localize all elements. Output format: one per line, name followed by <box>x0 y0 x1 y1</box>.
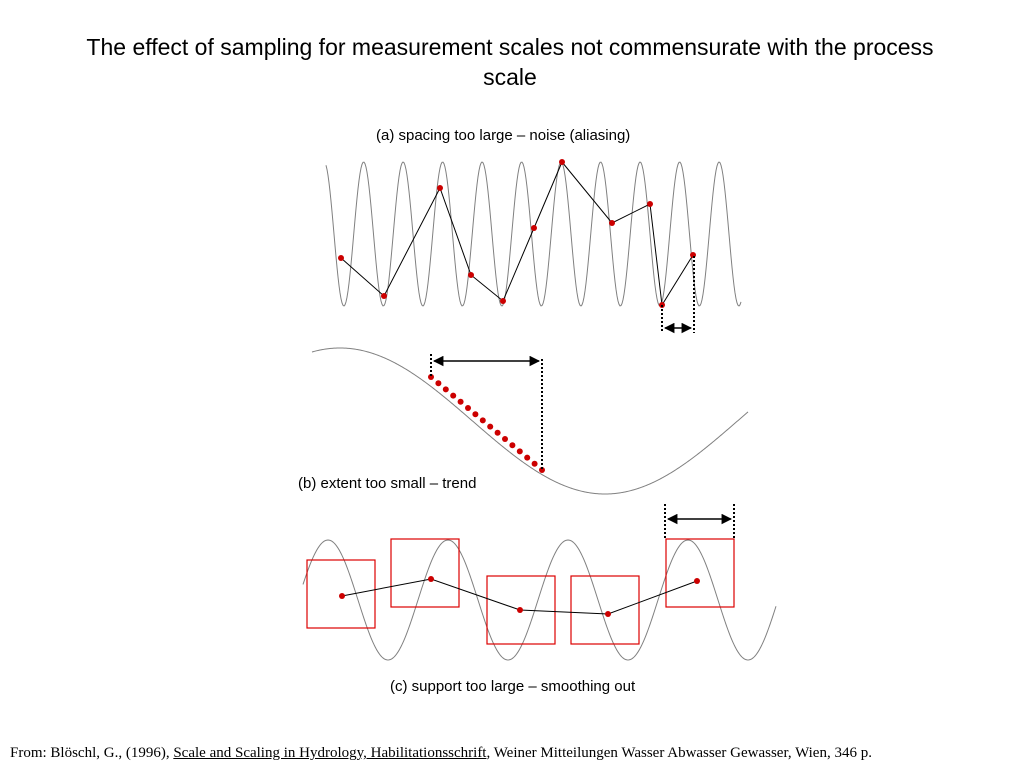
sample-point <box>609 220 615 226</box>
panel-c <box>302 504 777 661</box>
support-box <box>306 559 376 629</box>
sample-point <box>428 576 434 582</box>
sample-point <box>694 578 700 584</box>
sample-point <box>524 454 531 461</box>
sample-point <box>442 386 449 393</box>
caption-b: (b) extent too small – trend <box>298 475 477 492</box>
support-box <box>390 538 460 608</box>
support-boxes <box>306 538 735 645</box>
sample-point <box>647 201 653 207</box>
sample-points-b <box>428 374 545 473</box>
extent-marker <box>430 354 543 470</box>
support-box <box>486 575 556 645</box>
sample-point <box>339 593 345 599</box>
support-marker <box>664 504 735 538</box>
sample-point <box>381 293 387 299</box>
panel-a <box>325 159 742 334</box>
panel-b <box>311 347 749 495</box>
sample-points-a <box>338 159 696 308</box>
support-box <box>570 575 640 645</box>
process-wave-c <box>302 539 777 661</box>
caption-a: (a) spacing too large – noise (aliasing) <box>376 127 631 144</box>
sample-point <box>605 611 611 617</box>
sample-point <box>437 185 443 191</box>
citation: From: Blöschl, G., (1996), Scale and Sca… <box>10 745 872 762</box>
sample-point <box>502 436 508 442</box>
process-wave-a <box>325 161 742 307</box>
sample-point <box>500 298 506 304</box>
sample-point <box>539 467 545 473</box>
process-wave-b <box>311 347 749 495</box>
sample-point <box>531 225 537 231</box>
sample-point <box>487 423 494 430</box>
sample-points-c <box>339 576 700 617</box>
sample-point <box>465 405 471 411</box>
sample-point <box>531 460 538 467</box>
sample-point <box>468 272 474 278</box>
sample-point <box>509 442 516 449</box>
sample-point <box>450 392 457 399</box>
sample-point <box>516 448 523 455</box>
spacing-marker <box>661 256 695 334</box>
support-box <box>665 538 735 608</box>
sample-point <box>338 255 344 261</box>
sample-point <box>472 411 479 418</box>
page-title: The effect of sampling for measurement s… <box>86 34 934 90</box>
sample-point <box>457 398 464 405</box>
sample-point <box>428 374 434 380</box>
sample-point <box>479 417 486 424</box>
sample-point <box>517 607 523 613</box>
citation-prefix: From: Blöschl, G., (1996), <box>10 745 174 761</box>
citation-suffix: , Weiner Mitteilungen Wasser Abwasser Ge… <box>486 745 872 761</box>
sample-point <box>435 380 442 387</box>
sample-point <box>494 429 501 436</box>
citation-work: Scale and Scaling in Hydrology, Habilita… <box>173 745 487 761</box>
caption-c: (c) support too large – smoothing out <box>390 678 636 695</box>
sample-point <box>559 159 565 165</box>
